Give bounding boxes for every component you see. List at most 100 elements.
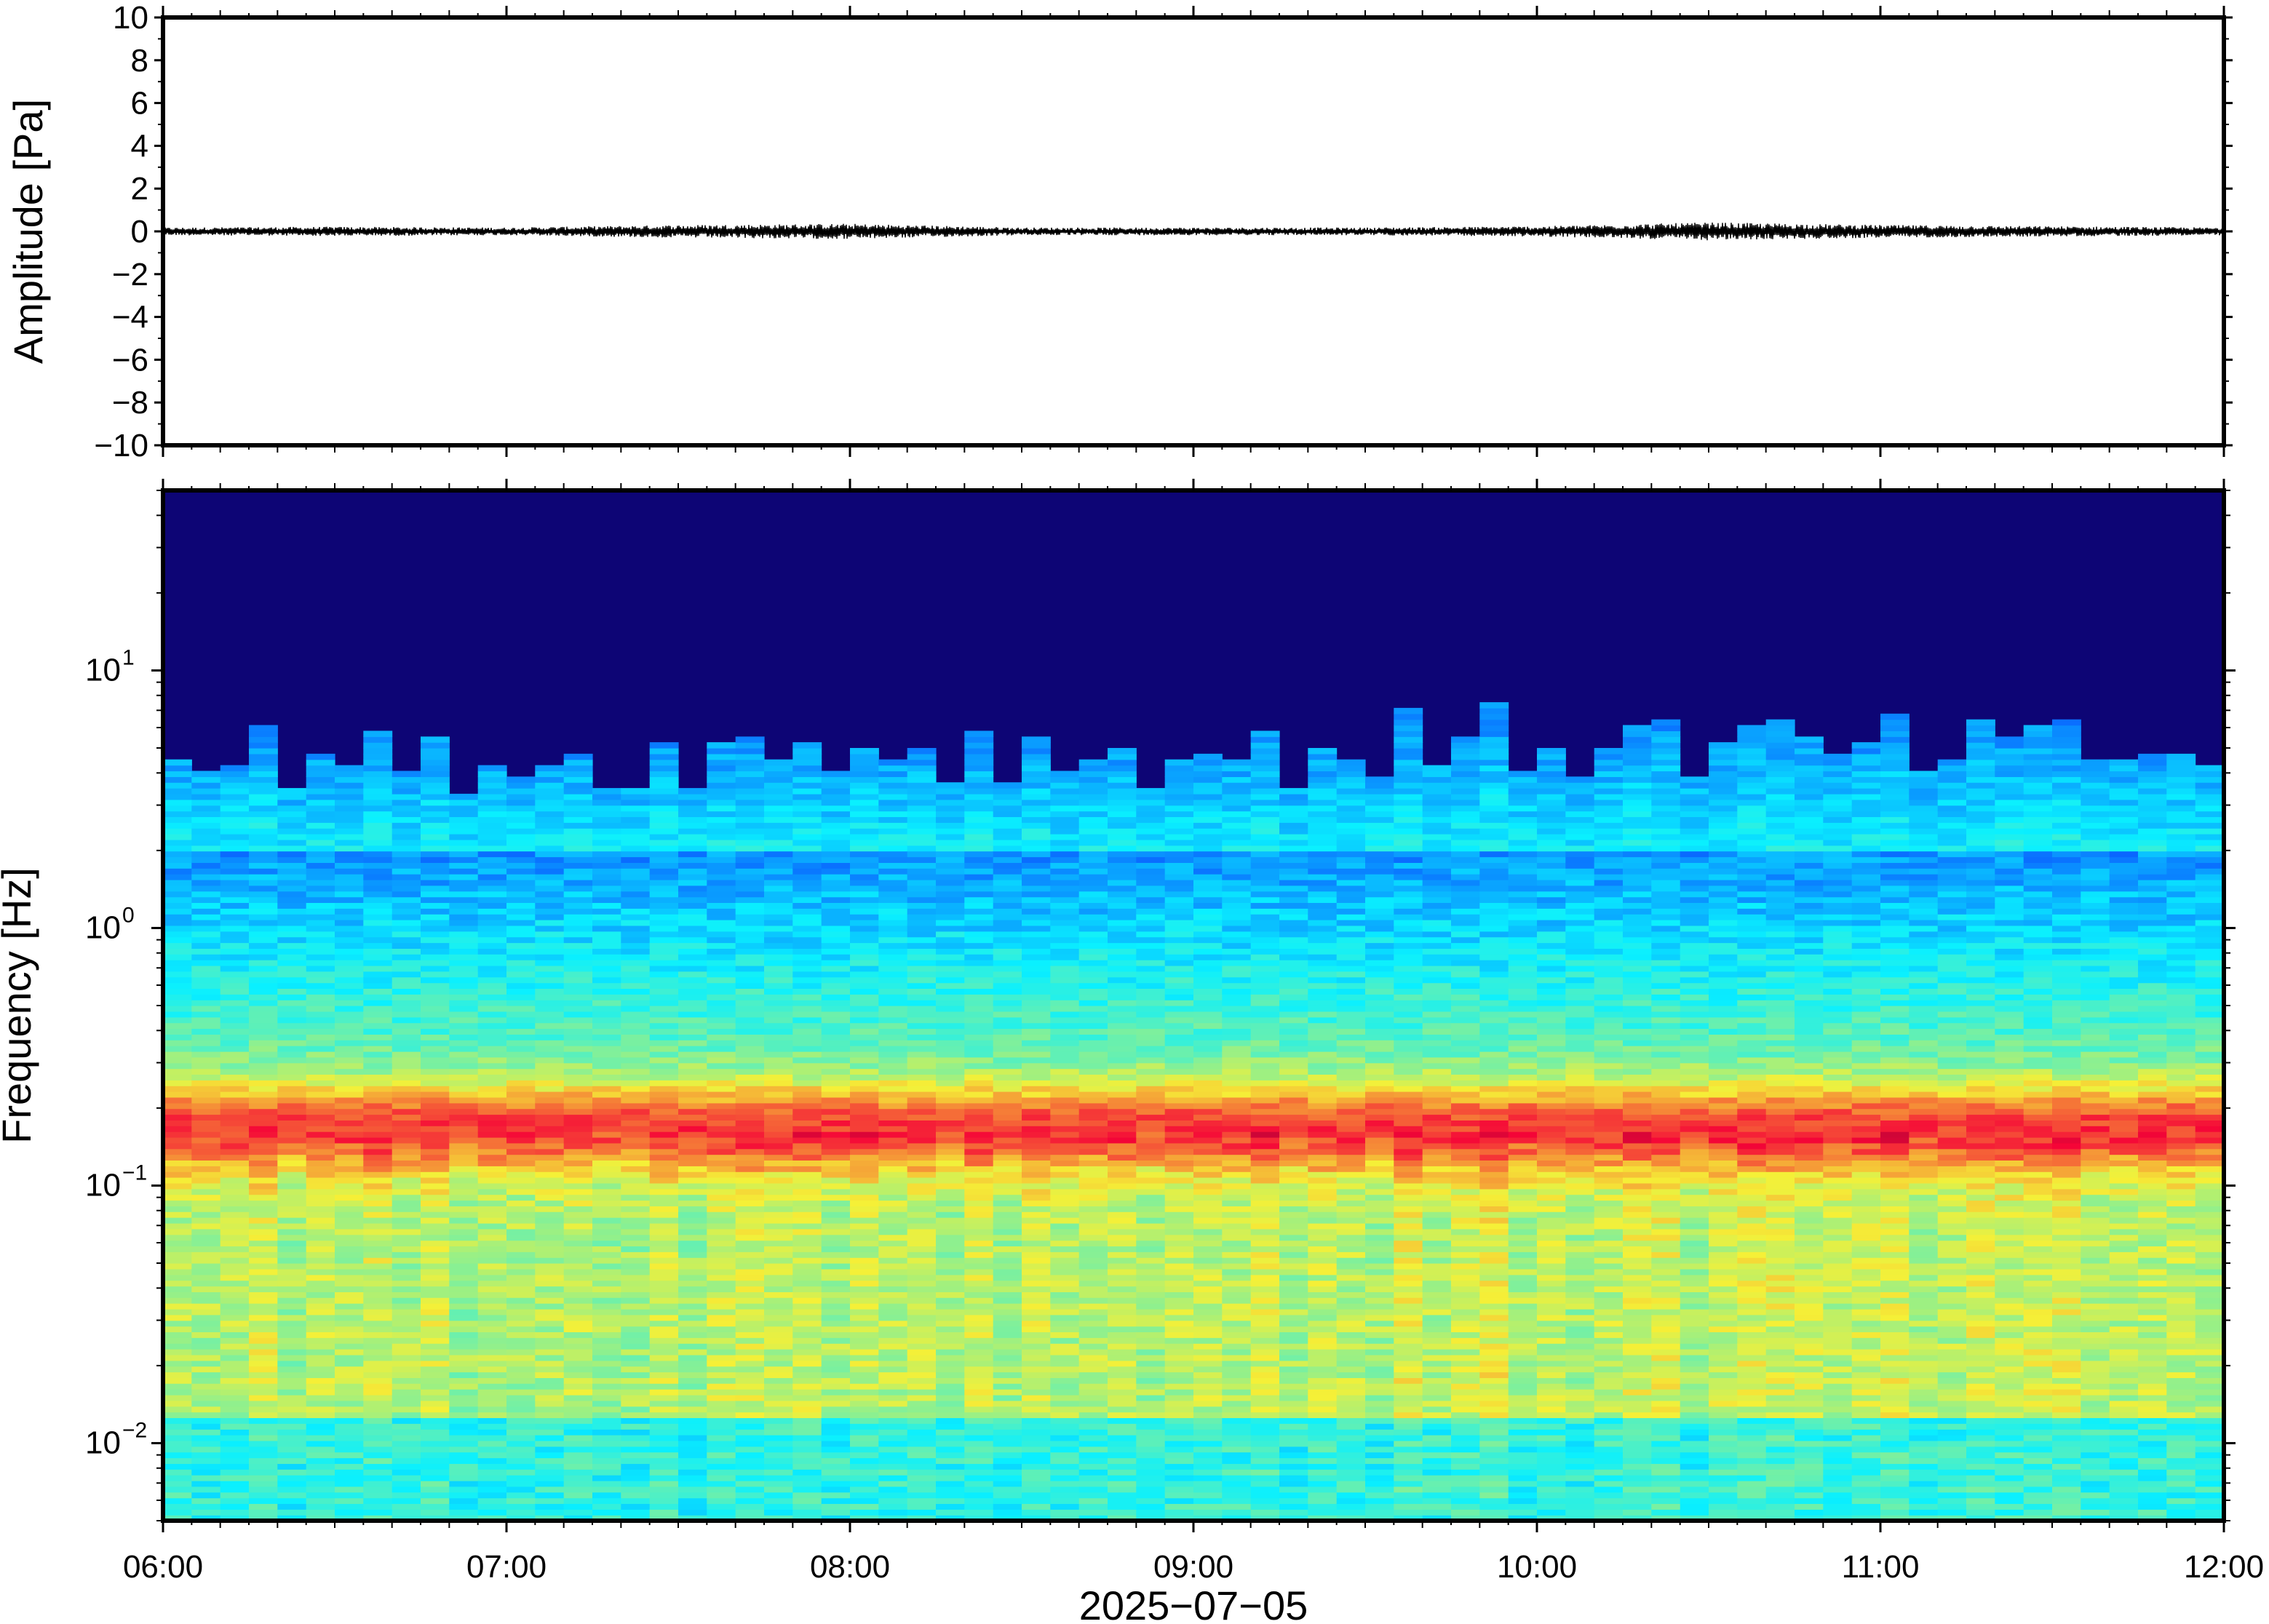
spectrogram-cell [1022,1217,1051,1224]
spectrogram-cell [678,1074,707,1080]
spectrogram-cell [421,1251,450,1258]
spectrogram-cell [907,1206,937,1212]
spectrogram-cell [850,1257,879,1264]
spectrogram-cell [363,822,393,829]
spectrogram-cell [506,1475,536,1481]
spectrogram-cell [163,902,192,909]
spectrogram-cell [1022,1246,1051,1252]
spectrogram-cell [1164,1246,1194,1252]
spectrogram-cell [477,1148,507,1155]
spectrogram-cell [392,885,421,892]
spectrogram-cell [878,874,908,880]
spectrogram-cell [993,1182,1022,1190]
spectrogram-cell [421,1314,450,1321]
spectrogram-cell [477,1251,507,1258]
spectrogram-cell [563,988,593,995]
spectrogram-cell [821,1429,851,1436]
spectrogram-cell [392,1011,421,1018]
spectrogram-cell [792,1480,822,1487]
spectrogram-cell [1164,1222,1194,1230]
spectrogram-cell [1078,1251,1108,1258]
spectrogram-cell [821,1394,851,1401]
spectrogram-cell [1108,862,1137,869]
spectrogram-cell [1108,1349,1137,1356]
spectrogram-cell [764,1308,793,1315]
spectrogram-cell [993,1291,1022,1298]
spectrogram-cell [936,839,965,846]
spectrogram-cell [649,1291,679,1298]
spectrogram-cell [477,1257,507,1264]
spectrogram-cell [878,1308,908,1315]
spectrogram-cell [1022,1263,1051,1270]
spectrogram-cell [764,896,793,903]
spectrogram-cell [563,759,593,766]
spectrogram-cell [563,1034,593,1040]
spectrogram-cell [907,1051,937,1058]
spectrogram-cell [220,1062,250,1070]
spectrogram-cell [421,1360,450,1367]
spectrogram-cell [1022,1120,1051,1126]
spectrogram-cell [1078,1217,1108,1224]
spectrogram-cell [878,1343,908,1350]
spectrogram-cell [907,1366,937,1373]
spectrogram-cell [621,1154,651,1161]
spectrogram-cell [907,1074,937,1080]
spectrogram-cell [993,1086,1022,1092]
spectrogram-cell [707,1297,736,1304]
spectrogram-cell [850,1211,879,1218]
spectrogram-cell [306,1051,335,1058]
spectrogram-cell [363,920,393,926]
spectrogram-cell [449,845,479,852]
spectrogram-cell [850,1234,879,1241]
spectrogram-cell [249,1080,278,1086]
spectrogram-cell [421,1475,450,1481]
spectrogram-cell [535,1440,565,1447]
spectrogram-cell [878,1062,908,1070]
spectrogram-cell [249,1171,278,1178]
spectrogram-cell [449,1268,479,1275]
spectrogram-cell [421,816,450,823]
spectrogram-cell [249,1372,278,1378]
spectrogram-cell [335,885,364,892]
spectrogram-cell [277,845,307,852]
spectrogram-cell [735,1406,765,1413]
spectrogram-cell [306,1366,335,1373]
spectrogram-cell [220,1166,250,1172]
spectrogram-cell [1108,896,1137,903]
spectrogram-cell [792,982,822,989]
spectrogram-cell [1022,1074,1051,1080]
spectrogram-cell [363,1452,393,1459]
spectrogram-cell [735,1222,765,1230]
spectrogram-cell [1108,1475,1137,1481]
spectrogram-cell [964,1137,994,1144]
spectrogram-cell [735,1000,765,1006]
spectrogram-cell [249,1016,278,1024]
spectrogram-cell [506,1051,536,1058]
spectrogram-cell [277,1268,307,1275]
spectrogram-cell [821,851,851,858]
spectrogram-cell [821,868,851,875]
spectrogram-cell [392,1389,421,1396]
spectrogram-cell [163,1206,192,1212]
spectrogram-cell [563,914,593,920]
spectrogram-cell [477,862,507,869]
spectrogram-cell [163,1074,192,1080]
spectrogram-cell [592,1086,621,1092]
spectrogram-cell [764,1028,793,1035]
spectrogram-cell [993,1320,1022,1327]
spectrogram-cell [964,1142,994,1150]
spectrogram-cell [621,936,651,944]
spectrogram-cell [1108,805,1137,812]
spectrogram-cell [621,879,651,886]
spectrogram-cell [449,1040,479,1046]
spectrogram-cell [335,874,364,880]
spectrogram-cell [421,828,450,835]
spectrogram-cell [163,931,192,938]
spectrogram-cell [678,1475,707,1481]
spectrogram-cell [649,1268,679,1275]
spectrogram-cell [621,1211,651,1218]
spectrogram-cell [249,771,278,777]
spectrogram-cell [707,805,736,812]
spectrogram-cell [792,1114,822,1121]
spectrogram-cell [249,736,278,743]
